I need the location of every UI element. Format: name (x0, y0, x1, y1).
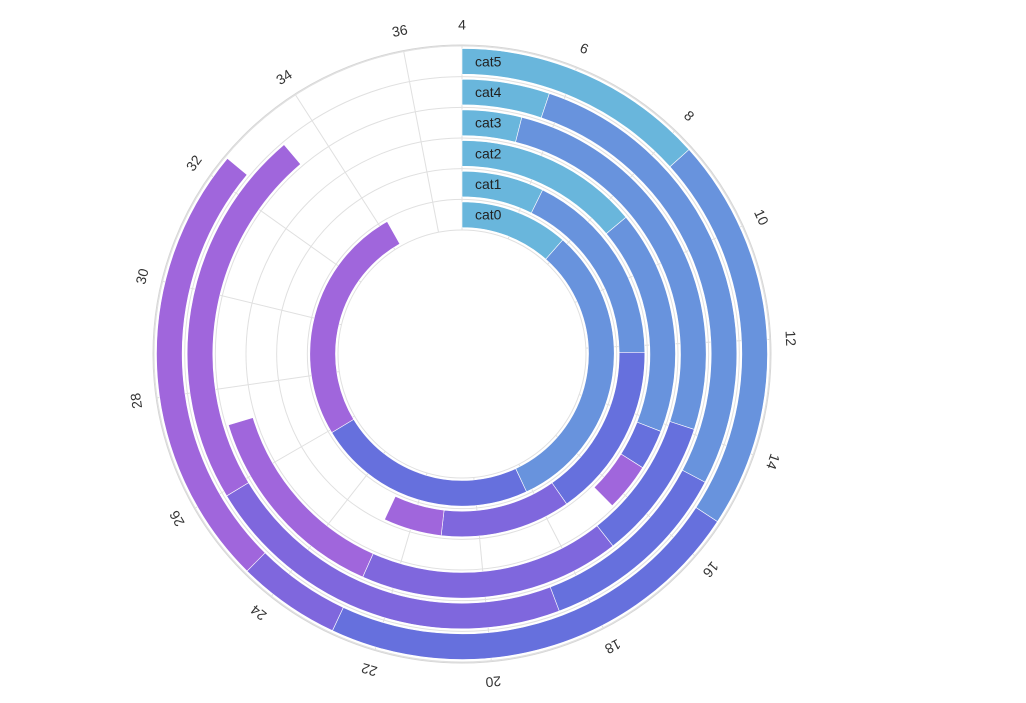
tick-label: 24 (247, 602, 269, 624)
tick-label: 30 (132, 267, 151, 286)
tick-label: 32 (183, 152, 205, 174)
tick-label: 28 (127, 392, 145, 410)
category-label-cat4: cat4 (475, 84, 502, 100)
grid-spoke (374, 472, 428, 650)
grid-circle (306, 198, 618, 510)
tick-label: 22 (359, 660, 379, 680)
tick-label: 34 (273, 66, 295, 88)
tick-label: 8 (681, 107, 698, 124)
grid-spoke (579, 394, 754, 456)
grid-spoke (271, 451, 386, 597)
tick-label: 6 (578, 39, 591, 57)
tick-label: 12 (783, 330, 800, 347)
tick-label: 16 (700, 559, 722, 581)
grid-spoke (195, 415, 355, 509)
bar-cat5-segment-4[interactable] (156, 157, 266, 572)
category-label-cat3: cat3 (475, 115, 502, 131)
tick-label: 18 (602, 636, 623, 657)
grid-spoke (403, 51, 440, 233)
grid-spoke (162, 280, 342, 326)
bars (156, 48, 768, 660)
bar-cat0-segment-2[interactable] (331, 418, 527, 507)
bar-cat2-segment-3[interactable] (593, 453, 644, 507)
tick-label: 26 (166, 508, 188, 530)
tick-label: 10 (751, 207, 772, 228)
tick-label: 20 (485, 673, 502, 690)
category-label-cat1: cat1 (475, 176, 502, 192)
tick-label: 14 (763, 452, 783, 472)
category-label-cat0: cat0 (475, 207, 502, 223)
category-label-cat5: cat5 (475, 53, 502, 69)
grid-spoke (518, 463, 604, 628)
tick-label: 4 (458, 17, 466, 33)
grid-spoke (555, 434, 696, 557)
bar-cat4-segment-4[interactable] (186, 144, 302, 497)
bar-cat3-segment-4[interactable] (228, 417, 374, 578)
outer-ring (152, 44, 772, 664)
grid-spoke (295, 94, 396, 250)
bar-cat1-segment-4[interactable] (384, 495, 445, 536)
tick-label: 36 (391, 21, 410, 40)
grid-spoke (574, 225, 743, 303)
grid-spoke (547, 130, 675, 265)
category-label-cat2: cat2 (475, 145, 502, 161)
grid (152, 44, 772, 664)
grid-circle (337, 229, 587, 479)
grid-spoke (507, 67, 577, 240)
grid-spoke (585, 338, 770, 349)
grid-spoke (157, 371, 340, 399)
grid-spoke (473, 477, 492, 661)
grid-spoke (210, 174, 362, 283)
bar-cat0-segment-3[interactable] (309, 221, 401, 433)
